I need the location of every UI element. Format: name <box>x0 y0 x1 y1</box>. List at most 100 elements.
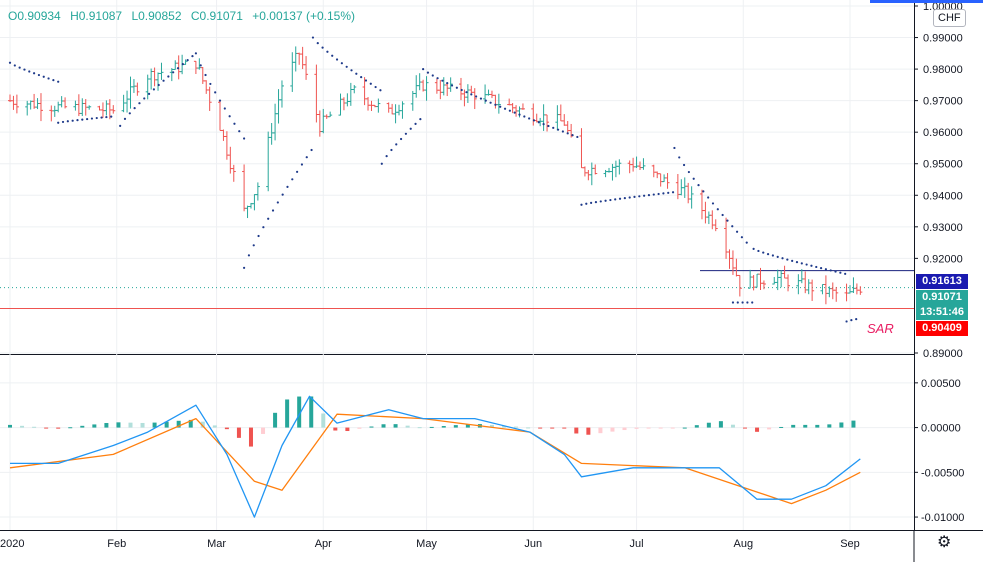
sar-dot <box>204 73 207 77</box>
macd-line <box>10 395 861 518</box>
sar-dot <box>355 72 358 75</box>
macd-histogram-bar <box>285 399 290 428</box>
sar-dot <box>503 107 507 110</box>
sar-dot <box>340 62 343 65</box>
macd-histogram-bar <box>417 427 422 429</box>
last-price-badge: 0.91071 <box>916 290 968 305</box>
sar-dot <box>687 170 690 174</box>
sar-dot <box>484 99 487 102</box>
macd-histogram-bar <box>730 424 735 428</box>
sar-dot <box>310 148 313 152</box>
macd-histogram-bar <box>574 427 579 434</box>
currency-button[interactable]: CHF <box>933 9 966 27</box>
macd-histogram-bar <box>164 421 169 428</box>
sar-dot <box>147 92 151 95</box>
macd-histogram-bar <box>610 427 615 432</box>
sar-dot <box>42 75 45 78</box>
sar-dot <box>76 119 79 122</box>
sar-dot <box>350 69 353 72</box>
sar-dot <box>499 105 502 108</box>
sar-dot <box>331 54 334 57</box>
sar-dot <box>436 77 439 80</box>
price-y-tick-label: 0.94000 <box>923 190 963 202</box>
sar-dot <box>614 198 617 201</box>
macd-histogram-bar <box>562 427 567 429</box>
sar-dot <box>364 79 368 82</box>
sar-dot <box>460 88 463 92</box>
sar-dot <box>721 213 724 217</box>
sar-dot <box>395 143 398 146</box>
sar-dot <box>162 79 165 82</box>
macd-histogram-bar <box>381 424 386 428</box>
macd-histogram-bar <box>465 424 470 428</box>
sar-dot <box>781 257 784 260</box>
macd-histogram-bar <box>779 426 784 428</box>
sar-dot <box>662 192 665 195</box>
macd-histogram-bar <box>104 423 109 428</box>
sar-dot <box>752 247 755 250</box>
sar-dot <box>238 130 241 133</box>
sar-dot <box>186 59 189 62</box>
sar-dot <box>128 112 131 115</box>
sar-dot <box>86 117 89 121</box>
sar-dot <box>746 301 749 304</box>
sar-dot <box>771 254 774 257</box>
macd-histogram-bar <box>152 422 157 428</box>
x-tick-label: Apr <box>315 538 332 550</box>
sar-dot <box>414 122 417 125</box>
macd-histogram-bar <box>538 427 543 429</box>
sar-dot <box>566 132 569 135</box>
macd-histogram-bar <box>815 424 820 428</box>
sar-dot <box>409 127 412 130</box>
sar-dot <box>66 120 69 123</box>
sar-dot <box>697 184 700 187</box>
sar-dot <box>795 261 799 264</box>
macd-histogram-bar <box>321 413 326 428</box>
macd-histogram-bar <box>68 427 73 429</box>
sar-dot <box>335 58 339 61</box>
sar-dot <box>257 234 260 238</box>
sar-dot <box>374 85 377 89</box>
sar-dot <box>167 75 170 78</box>
sar-dot <box>633 195 636 199</box>
sar-dot <box>673 146 676 150</box>
sar-dot <box>786 258 789 261</box>
sar-dot <box>194 52 198 55</box>
macd-histogram-bar <box>791 424 796 428</box>
sar-dot <box>678 156 681 159</box>
sar-dot <box>81 118 84 121</box>
sar-dot <box>671 191 675 194</box>
macd-histogram-bar <box>236 427 241 438</box>
x-tick-label: May <box>416 538 437 550</box>
macd-histogram-bar <box>224 427 229 430</box>
price-y-tick-label: 0.97000 <box>923 96 963 108</box>
sar-dot <box>542 123 545 126</box>
high-value: H0.91087 <box>70 9 123 23</box>
sar-dot <box>419 118 422 121</box>
macd-histogram-bar <box>767 427 772 430</box>
settings-gear-icon[interactable]: ⚙ <box>937 534 952 551</box>
sar-dot <box>623 197 626 200</box>
sar-dot <box>552 126 555 129</box>
sar-dot <box>426 71 430 74</box>
sar-dot <box>242 266 246 269</box>
sar-dot <box>844 272 847 275</box>
price-y-tick-label: 0.95000 <box>923 159 963 171</box>
macd-histogram-bar <box>441 426 446 428</box>
sar-dot <box>105 115 108 119</box>
sar-dot <box>233 122 236 125</box>
macd-histogram-bar <box>646 427 651 429</box>
sar-dot <box>380 162 383 165</box>
price-y-tick-label: 0.93000 <box>923 222 963 234</box>
macd-y-tick-label: -0.01000 <box>921 512 964 524</box>
sar-dot <box>604 199 607 202</box>
macd-histogram-bar <box>261 427 266 434</box>
sar-dot <box>845 320 848 323</box>
sar-dot <box>740 236 744 239</box>
sar-dot <box>518 113 521 116</box>
macd-histogram-bar <box>309 396 314 428</box>
sar-dot <box>37 73 41 77</box>
sar-dot <box>618 197 622 200</box>
macd-y-tick-label: 0.00000 <box>921 423 961 435</box>
sar-dot <box>281 193 284 196</box>
